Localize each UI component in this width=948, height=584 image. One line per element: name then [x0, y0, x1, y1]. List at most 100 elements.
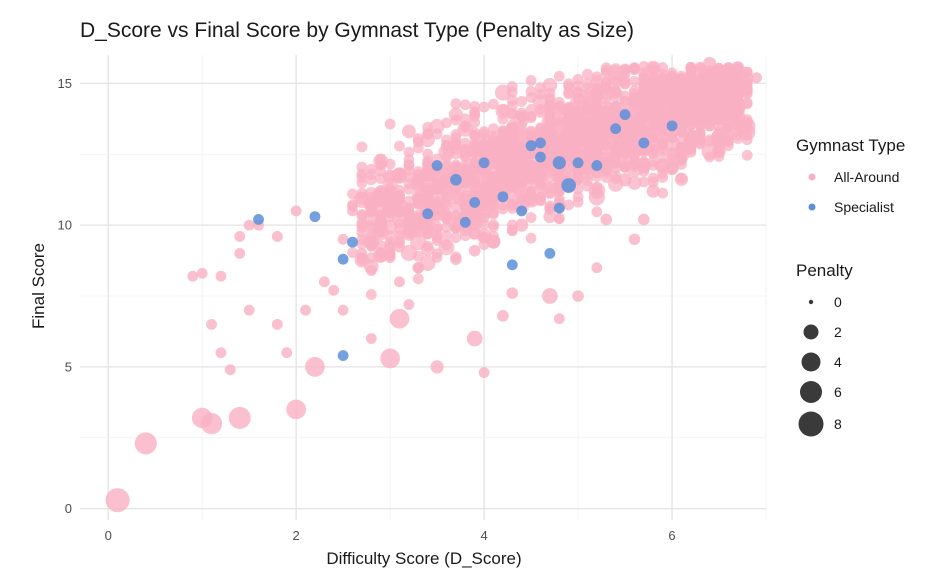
x-axis-ticks: 0 2 4 6 [105, 528, 676, 543]
point-specialist [572, 157, 584, 169]
point-all-around [676, 126, 687, 137]
point-all-around [591, 89, 603, 101]
point-all-around [694, 127, 706, 138]
point-all-around [403, 146, 415, 158]
point-all-around [412, 198, 424, 210]
point-all-around [525, 212, 537, 223]
point-all-around [525, 232, 537, 244]
point-all-around [513, 109, 530, 127]
point-all-around [458, 173, 473, 188]
point-all-around [619, 132, 631, 143]
point-all-around [337, 233, 349, 245]
point-all-around [600, 94, 612, 106]
point-all-around [441, 199, 452, 211]
point-all-around [722, 63, 734, 75]
size-label-2: 2 [834, 324, 842, 340]
y-axis-ticks: 0 5 10 15 [58, 76, 72, 516]
point-all-around [441, 152, 452, 164]
point-all-around [412, 215, 424, 227]
point-all-around [674, 172, 689, 186]
point-all-around [412, 133, 424, 144]
point-all-around [394, 140, 405, 152]
point-all-around [469, 177, 481, 189]
point-all-around [683, 130, 699, 146]
point-all-around [441, 139, 452, 151]
point-all-around [347, 188, 358, 200]
point-all-around [402, 214, 416, 229]
point-all-around [741, 88, 753, 100]
size-key-6 [800, 381, 822, 403]
point-all-around [525, 75, 537, 86]
point-all-around [450, 139, 462, 151]
point-all-around [430, 360, 444, 374]
point-all-around [384, 195, 396, 207]
point-all-around [439, 183, 454, 199]
point-all-around [478, 171, 490, 182]
point-all-around [206, 318, 217, 330]
point-all-around [629, 113, 640, 124]
point-specialist [619, 109, 631, 120]
point-all-around [134, 432, 157, 455]
point-all-around [478, 212, 490, 224]
point-all-around [563, 199, 575, 211]
point-all-around [488, 123, 499, 135]
point-specialist [478, 157, 490, 169]
point-all-around [563, 104, 575, 116]
point-all-around [365, 265, 377, 276]
point-all-around [468, 244, 481, 257]
point-all-around [676, 87, 687, 99]
point-specialist [469, 197, 481, 208]
point-all-around [676, 117, 687, 129]
point-all-around [610, 140, 622, 152]
point-all-around [187, 270, 199, 282]
point-all-around [673, 148, 689, 164]
point-all-around [450, 129, 462, 140]
point-all-around [200, 412, 223, 435]
point-all-around [494, 84, 511, 101]
point-all-around [506, 175, 518, 186]
point-all-around [506, 100, 518, 112]
color-legend-title: Gymnast Type [796, 136, 905, 155]
point-all-around [600, 128, 612, 140]
point-all-around [497, 310, 509, 322]
point-all-around [412, 142, 424, 154]
y-axis-title: Final Score [29, 243, 48, 329]
point-all-around [431, 229, 443, 241]
point-all-around [457, 182, 474, 199]
point-all-around [495, 103, 511, 119]
point-all-around [515, 218, 529, 232]
point-all-around [525, 131, 537, 143]
point-all-around [488, 135, 499, 147]
point-all-around [234, 248, 246, 259]
point-all-around [582, 78, 593, 89]
point-all-around [638, 90, 650, 102]
point-specialist [516, 205, 528, 217]
point-all-around [541, 182, 558, 198]
point-all-around [532, 93, 549, 110]
point-specialist [552, 156, 566, 170]
point-all-around [374, 215, 388, 229]
point-all-around [619, 63, 631, 75]
point-all-around [657, 130, 669, 141]
point-all-around [105, 488, 130, 513]
point-all-around [469, 165, 481, 177]
point-all-around [619, 95, 631, 107]
point-specialist [544, 248, 556, 259]
point-all-around [506, 81, 518, 92]
point-specialist [347, 236, 358, 248]
point-all-around [300, 304, 311, 316]
size-label-6: 6 [834, 384, 842, 400]
point-all-around [457, 195, 473, 210]
point-all-around [619, 78, 631, 90]
point-all-around [441, 230, 452, 242]
point-specialist [610, 123, 622, 135]
point-all-around [704, 151, 716, 163]
point-all-around [657, 187, 669, 199]
x-tick-label: 4 [480, 528, 487, 543]
point-all-around [365, 235, 377, 247]
legend-label-all-around: All-Around [834, 169, 899, 185]
point-all-around [525, 193, 537, 205]
point-all-around [582, 132, 593, 144]
point-specialist [253, 214, 264, 225]
point-all-around [711, 132, 727, 148]
